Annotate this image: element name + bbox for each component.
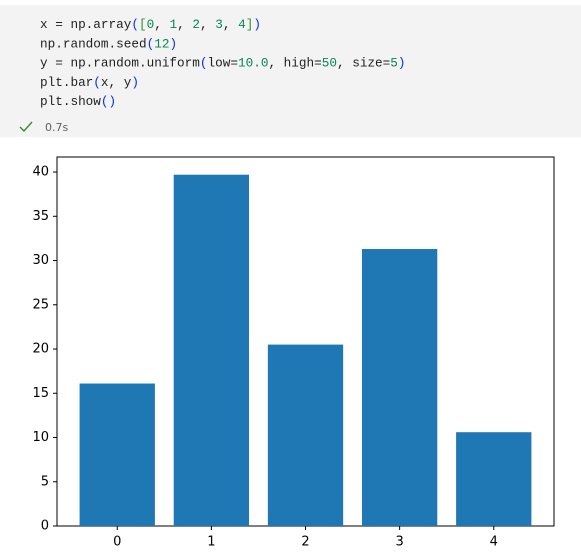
code-token: ( xyxy=(200,56,208,71)
code-token: y = np.random.uniform xyxy=(40,56,200,71)
x-tick-label: 4 xyxy=(490,535,498,550)
code-line: plt.bar(x, y) xyxy=(40,75,139,90)
code-token: ) xyxy=(131,75,139,90)
code-token: , high= xyxy=(268,56,321,71)
code-token: 4 xyxy=(238,17,246,32)
x-tick-label: 2 xyxy=(301,535,309,550)
y-tick-label: 40 xyxy=(32,165,49,180)
code-token: np.random.seed xyxy=(40,37,147,52)
code-token: ) xyxy=(253,17,261,32)
code-line: y = np.random.uniform(low=10.0, high=50,… xyxy=(40,56,406,71)
bar xyxy=(173,174,250,526)
code-token: () xyxy=(101,95,116,110)
x-tick-label: 3 xyxy=(395,535,403,550)
y-tick-label: 30 xyxy=(32,253,49,268)
code-token: 1 xyxy=(169,17,177,32)
y-tick-label: 25 xyxy=(32,297,49,312)
code-line: x = np.array([0, 1, 2, 3, 4]) xyxy=(40,17,261,32)
code-token: 2 xyxy=(192,17,200,32)
x-tick-label: 1 xyxy=(207,535,215,550)
y-tick-label: 10 xyxy=(32,430,49,445)
code-cell xyxy=(0,5,581,137)
code-token: ( xyxy=(93,75,101,90)
code-token: ] xyxy=(246,17,254,32)
code-line: plt.show() xyxy=(40,95,116,110)
duration: 0.7s xyxy=(45,121,68,134)
code-line: np.random.seed(12) xyxy=(40,37,177,52)
code-token: x = np.array xyxy=(40,17,132,32)
code-token: 50 xyxy=(322,56,337,71)
code-token: ) xyxy=(169,37,177,52)
code-token: x, y xyxy=(101,75,132,90)
y-tick-label: 15 xyxy=(32,386,49,401)
code-token: ( xyxy=(147,37,155,52)
code-token: [ xyxy=(139,17,147,32)
y-tick-label: 35 xyxy=(32,209,49,224)
code-token: low= xyxy=(208,56,238,71)
success-icon xyxy=(19,121,33,133)
y-tick-label: 5 xyxy=(41,474,49,489)
code-token: , xyxy=(223,17,238,32)
code-token: 5 xyxy=(390,56,398,71)
code-token: 3 xyxy=(215,17,223,32)
bar xyxy=(267,344,344,526)
code-token: , size= xyxy=(337,56,390,71)
code-token: 10.0 xyxy=(238,56,268,71)
bar xyxy=(456,432,532,526)
x-tick-label: 0 xyxy=(113,535,121,550)
code-token: 12 xyxy=(154,37,169,52)
code-token: plt.bar xyxy=(40,75,93,90)
y-tick-label: 0 xyxy=(41,519,49,534)
y-tick-label: 20 xyxy=(32,342,49,357)
bar xyxy=(361,249,438,526)
code-token: , xyxy=(200,17,215,32)
code-token: plt.show xyxy=(40,95,101,110)
bar xyxy=(79,383,155,526)
code-token: ) xyxy=(398,56,406,71)
code-token: ( xyxy=(131,17,139,32)
code-token: , xyxy=(154,17,169,32)
code-token: 0 xyxy=(147,17,155,32)
code-token: , xyxy=(177,17,192,32)
